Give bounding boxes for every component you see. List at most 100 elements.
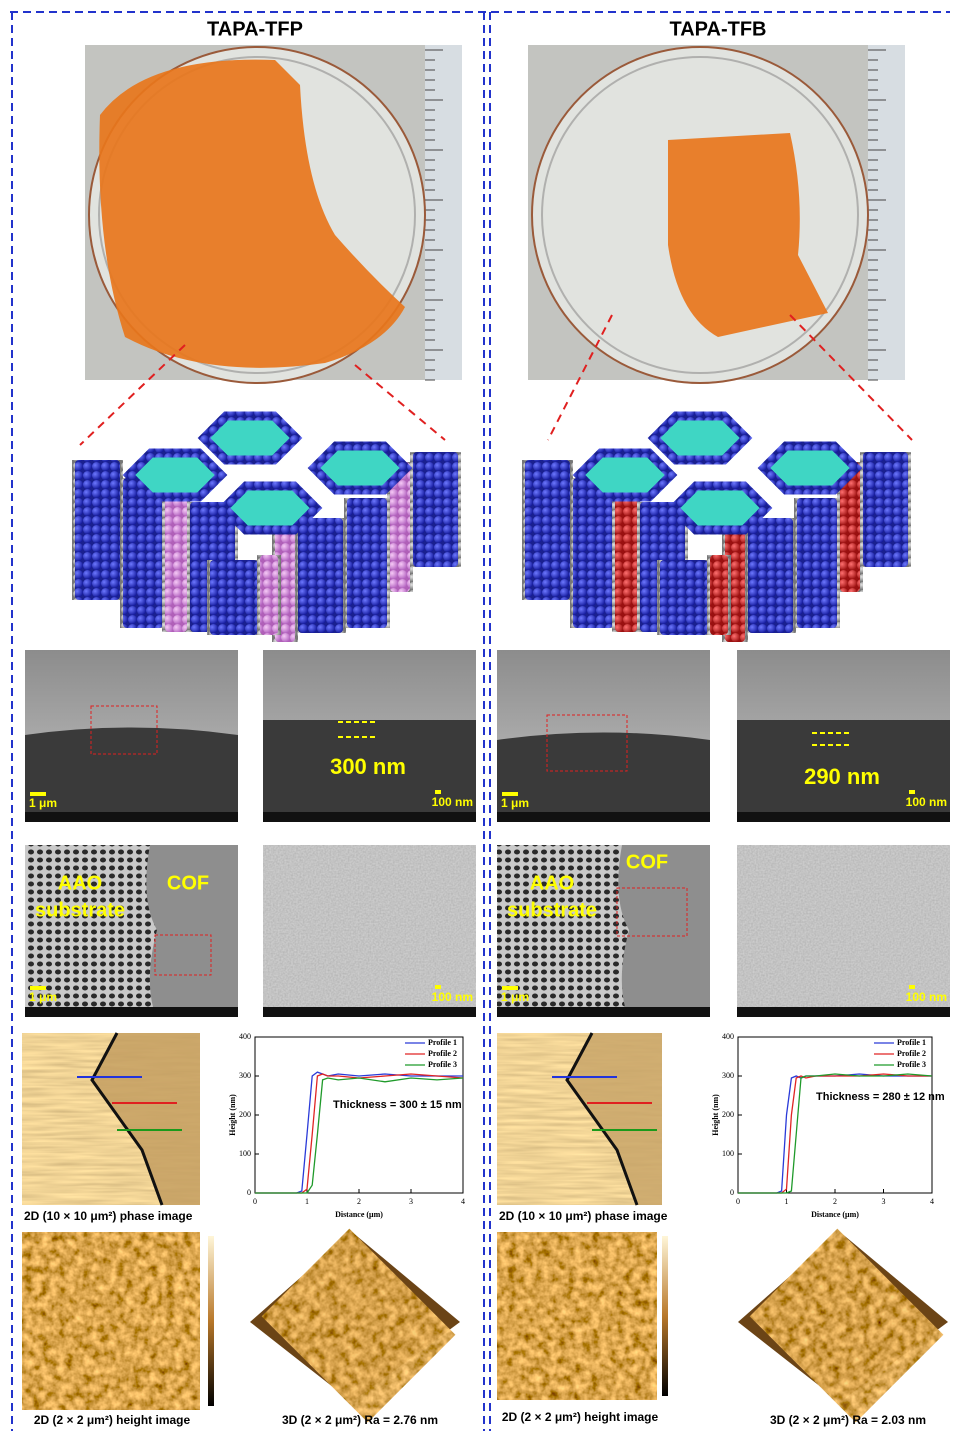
profile-series — [255, 1072, 463, 1193]
pore-top — [579, 453, 671, 497]
panel-title: TAPA-TFB — [669, 18, 766, 40]
x-axis-label: Distance (μm) — [335, 1210, 383, 1219]
panel-title: TAPA-TFP — [207, 18, 303, 40]
column — [660, 560, 708, 635]
region-label: AAO — [58, 872, 102, 894]
y-tick-label: 100 — [722, 1149, 734, 1158]
pore-top — [129, 453, 221, 497]
sem-footer — [263, 1007, 476, 1017]
region-label: COF — [626, 851, 668, 873]
pore-top — [204, 416, 296, 460]
y-axis-label: Height (nm) — [228, 1094, 237, 1136]
sem-footer — [263, 812, 476, 822]
scale-label: 100 nm — [906, 795, 947, 809]
legend-label: Profile 1 — [897, 1038, 926, 1047]
region-label: AAO — [530, 872, 574, 894]
caption: 3D (2 × 2 μm²) Ra = 2.03 nm — [770, 1413, 926, 1427]
caption: 3D (2 × 2 μm²) Ra = 2.76 nm — [282, 1413, 438, 1427]
y-tick-label: 400 — [722, 1032, 734, 1041]
scale-label: 1 μm — [501, 990, 529, 1004]
petri-photo — [85, 45, 462, 383]
y-tick-label: 400 — [239, 1032, 251, 1041]
legend-label: Profile 3 — [897, 1060, 926, 1069]
x-tick-label: 1 — [305, 1197, 309, 1206]
x-tick-label: 2 — [357, 1197, 361, 1206]
x-tick-label: 4 — [930, 1197, 934, 1206]
annotation: Thickness = 280 ± 12 nm — [816, 1091, 945, 1103]
region-label: COF — [167, 872, 209, 894]
column — [347, 498, 387, 628]
x-axis-label: Distance (μm) — [811, 1210, 859, 1219]
scale-label: 100 nm — [432, 795, 473, 809]
column — [863, 452, 908, 567]
x-tick-label: 0 — [736, 1197, 740, 1206]
x-tick-label: 3 — [409, 1197, 413, 1206]
scale-bar — [435, 985, 441, 989]
y-tick-label: 100 — [239, 1149, 251, 1158]
pore-top — [314, 446, 406, 490]
figure: TAPA-TFP300 nm1 μm100 nmAAOsubstrateCOF1… — [0, 0, 956, 1431]
x-tick-label: 0 — [253, 1197, 257, 1206]
afm-3d-texture — [262, 1229, 456, 1423]
column — [710, 555, 728, 635]
legend-label: Profile 2 — [428, 1049, 457, 1058]
profile-series — [255, 1078, 463, 1193]
column — [75, 460, 120, 600]
caption: 2D (2 × 2 μm²) height image — [502, 1410, 659, 1424]
y-tick-label: 0 — [247, 1188, 251, 1197]
y-tick-label: 200 — [239, 1110, 251, 1119]
y-tick-label: 300 — [722, 1071, 734, 1080]
caption: 2D (2 × 2 μm²) height image — [34, 1413, 191, 1427]
colorbar — [662, 1236, 668, 1396]
x-tick-label: 1 — [785, 1197, 789, 1206]
aao-region — [497, 845, 629, 1007]
y-tick-label: 200 — [722, 1110, 734, 1119]
cof-model — [72, 416, 461, 642]
scale-label: 1 μm — [501, 796, 529, 810]
column — [748, 518, 793, 633]
x-tick-label: 4 — [461, 1197, 465, 1206]
column — [615, 482, 637, 632]
colorbar — [208, 1236, 214, 1406]
afm-3d-texture — [750, 1229, 944, 1423]
region-label: substrate — [35, 899, 125, 921]
caption: 2D (10 × 10 μm²) phase image — [24, 1209, 193, 1223]
aao-region — [25, 845, 157, 1007]
scale-bar — [909, 790, 915, 794]
sem-footer — [497, 812, 710, 822]
afm-height — [497, 1232, 657, 1400]
legend-label: Profile 2 — [897, 1049, 926, 1058]
column — [298, 518, 343, 633]
sem-bg — [263, 845, 476, 1007]
annotation: Thickness = 300 ± 15 nm — [333, 1099, 462, 1111]
scale-label: 1 μm — [29, 990, 57, 1004]
pore-top — [224, 486, 316, 530]
pore-top — [674, 486, 766, 530]
pore-top — [764, 446, 856, 490]
afm-height — [22, 1232, 200, 1410]
petri-photo — [528, 45, 905, 383]
column — [797, 498, 837, 628]
profile-series — [255, 1074, 463, 1193]
sem-bg — [737, 845, 950, 1007]
scale-label: 100 nm — [906, 990, 947, 1004]
scale-label: 1 μm — [29, 796, 57, 810]
y-tick-label: 300 — [239, 1071, 251, 1080]
sem-footer — [737, 1007, 950, 1017]
scale-bar — [435, 790, 441, 794]
thickness-label: 290 nm — [804, 764, 880, 789]
sem-footer — [737, 812, 950, 822]
y-tick-label: 0 — [730, 1188, 734, 1197]
column — [165, 482, 187, 632]
cof-model — [522, 416, 911, 642]
sem-footer — [25, 1007, 238, 1017]
scale-bar — [909, 985, 915, 989]
y-axis-label: Height (nm) — [711, 1094, 720, 1136]
region-label: substrate — [507, 899, 597, 921]
x-tick-label: 2 — [833, 1197, 837, 1206]
sem-footer — [25, 812, 238, 822]
legend-label: Profile 3 — [428, 1060, 457, 1069]
column — [525, 460, 570, 600]
column — [210, 560, 258, 635]
column — [260, 555, 278, 635]
